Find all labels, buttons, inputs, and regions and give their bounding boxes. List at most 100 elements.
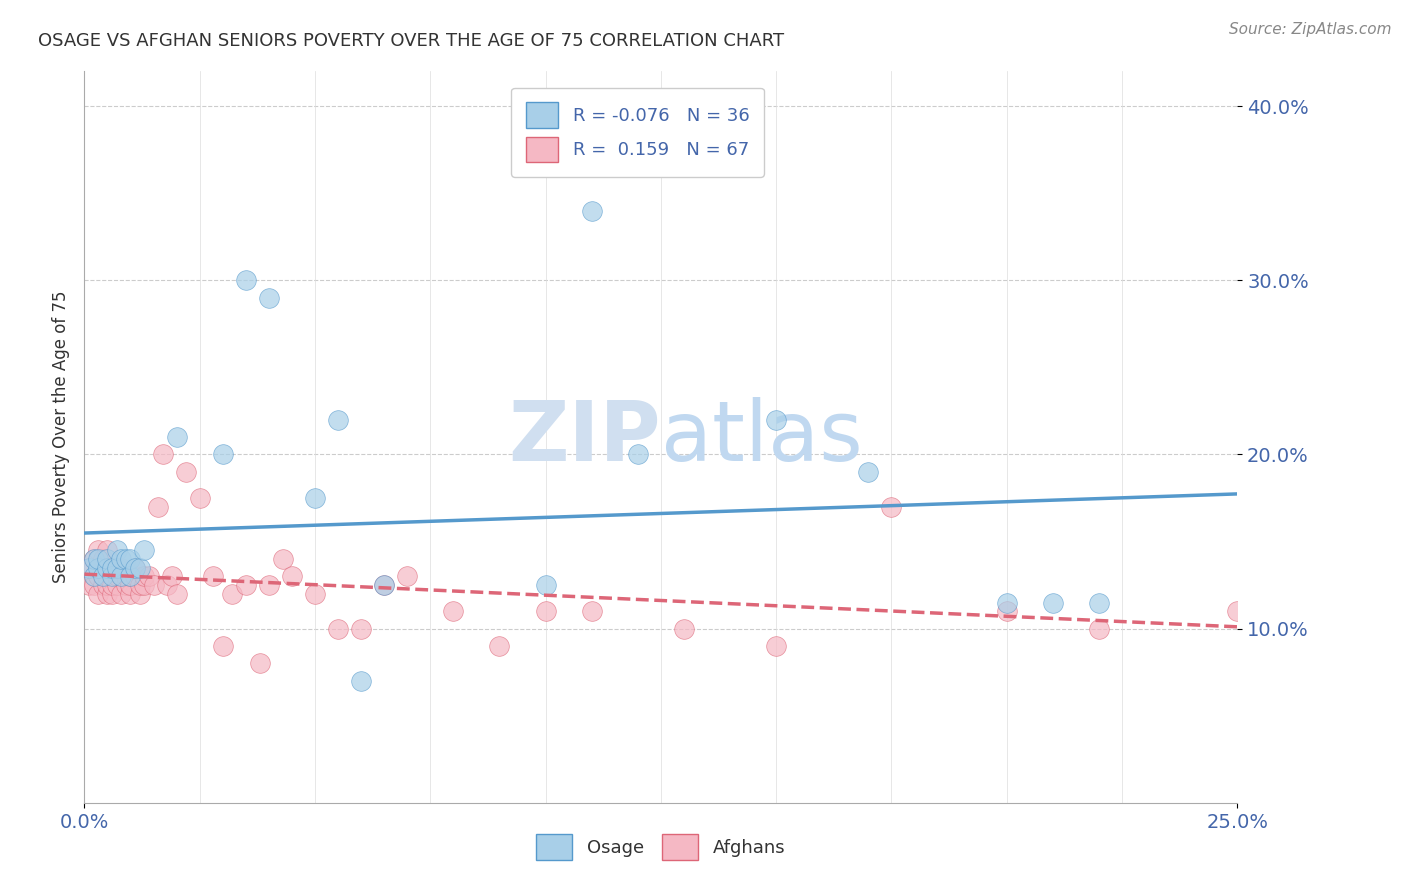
Point [87,552,110,566]
Point [995,595,1018,609]
Point [77,560,100,574]
Point [105,560,128,574]
Point [87,560,110,574]
Text: OSAGE VS AFGHAN SENIORS POVERTY OVER THE AGE OF 75 CORRELATION CHART: OSAGE VS AFGHAN SENIORS POVERTY OVER THE… [38,32,785,50]
Point [120,569,142,583]
Point [350,673,373,688]
Point [120,552,142,566]
Point [120,578,142,592]
Point [96,578,118,592]
Point [120,569,142,583]
Point [134,578,156,592]
Point [96,569,118,583]
Point [995,604,1018,618]
Point [96,560,118,574]
Point [115,578,138,592]
Point [281,569,304,583]
Point [160,569,183,583]
Point [101,560,124,574]
Y-axis label: Seniors Poverty Over the Age of 75: Seniors Poverty Over the Age of 75 [52,291,70,583]
Point [101,587,124,601]
Point [83,569,105,583]
Point [87,569,110,583]
Point [138,569,160,583]
Point [1042,595,1064,609]
Point [101,578,124,592]
Point [91,552,114,566]
Point [96,587,118,601]
Point [672,622,695,636]
Point [152,448,174,462]
Text: Source: ZipAtlas.com: Source: ZipAtlas.com [1229,22,1392,37]
Point [235,273,257,287]
Point [211,639,233,653]
Point [627,448,650,462]
Text: atlas: atlas [661,397,862,477]
Point [257,291,280,305]
Point [304,587,326,601]
Point [110,569,132,583]
Point [146,500,169,514]
Point [1088,622,1111,636]
Point [105,560,128,574]
Point [124,560,146,574]
Point [91,569,114,583]
Point [115,552,138,566]
Point [858,465,880,479]
Point [350,622,373,636]
Point [124,569,146,583]
Point [235,578,257,592]
Point [83,578,105,592]
Point [134,543,156,558]
Point [115,569,138,583]
Point [304,491,326,505]
Point [110,560,132,574]
Point [765,639,787,653]
Point [128,587,150,601]
Point [134,569,156,583]
Point [373,578,395,592]
Point [211,448,233,462]
Point [91,578,114,592]
Point [488,639,510,653]
Point [249,657,271,671]
Point [202,569,225,583]
Point [326,622,349,636]
Point [110,552,132,566]
Point [110,569,132,583]
Point [83,552,105,566]
Point [581,203,603,218]
Point [257,578,280,592]
Legend: Osage, Afghans: Osage, Afghans [529,827,793,867]
Point [188,491,211,505]
Point [174,465,197,479]
Point [880,500,903,514]
Point [77,560,100,574]
Point [156,578,179,592]
Point [91,569,114,583]
Point [83,552,105,566]
Point [128,560,150,574]
Point [83,569,105,583]
Point [96,552,118,566]
Point [105,578,128,592]
Point [77,578,100,592]
Point [120,587,142,601]
Point [1088,595,1111,609]
Point [128,578,150,592]
Point [326,412,349,426]
Point [166,430,188,444]
Point [142,578,165,592]
Point [96,543,118,558]
Point [105,569,128,583]
Point [87,587,110,601]
Point [534,578,557,592]
Point [765,412,787,426]
Point [373,578,395,592]
Point [441,604,464,618]
Point [166,587,188,601]
Point [110,587,132,601]
Point [396,569,419,583]
Point [101,560,124,574]
Point [534,604,557,618]
